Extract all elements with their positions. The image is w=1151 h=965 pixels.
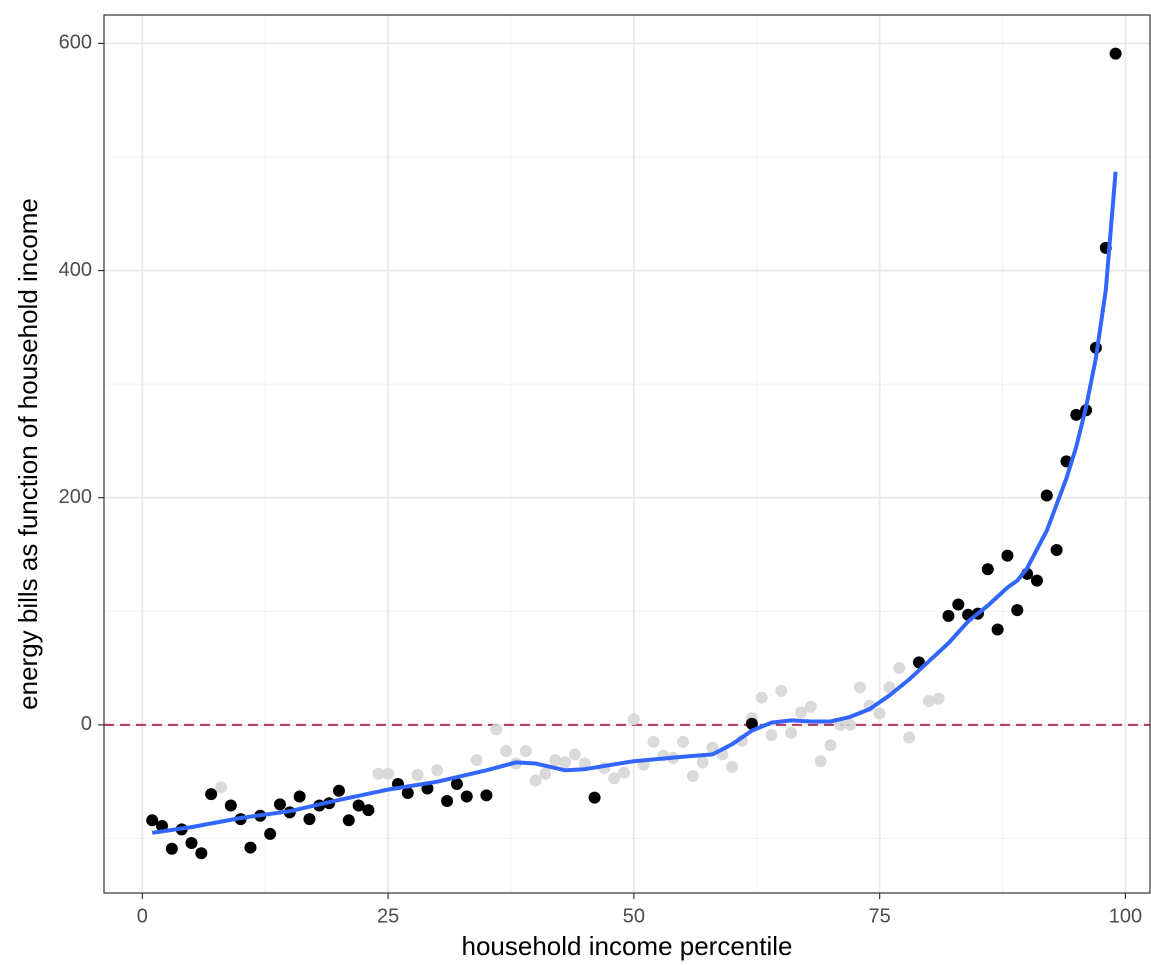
point [824,739,837,752]
point [431,764,444,777]
point [627,713,640,726]
panel-border [103,14,1151,894]
point [1070,408,1083,421]
point [588,791,601,804]
y-tick-label: 0 [81,713,92,735]
point [411,768,424,781]
point [893,662,906,675]
point [146,814,159,827]
x-tick-label: 50 [623,905,645,927]
point [618,766,631,779]
point [500,745,513,758]
panel [104,15,1150,893]
point [480,789,493,802]
point [844,718,857,731]
y-tick-label: 400 [59,259,92,281]
point [873,707,886,720]
point [519,745,532,758]
point [362,804,375,817]
y-axis-title: energy bills as function of household in… [13,198,43,710]
x-tick-label: 25 [377,905,399,927]
point [814,755,827,768]
point [224,799,237,812]
point [559,756,572,769]
point [932,692,945,705]
y-tick-label: 600 [59,32,92,54]
point [352,799,365,812]
point [922,695,935,708]
point [686,770,699,783]
point [1109,47,1122,60]
point [470,754,483,767]
point [785,726,798,739]
point [568,748,581,761]
x-tick-label: 0 [137,905,148,927]
point [696,756,709,769]
point [608,772,621,785]
point [1040,489,1053,502]
point [529,774,542,787]
point [549,754,562,767]
point [726,760,739,773]
point [205,788,218,801]
point [195,847,208,860]
point [214,781,227,794]
point [765,729,778,742]
point [942,609,955,622]
point [401,787,414,800]
point [490,723,503,736]
point [1030,574,1043,587]
y-tick-label: 200 [59,486,92,508]
point [441,794,454,807]
point [853,681,866,694]
point [185,837,198,850]
point [991,623,1004,636]
point [578,757,591,770]
point [804,700,817,713]
point [1050,543,1063,556]
point [303,813,316,826]
point [745,717,758,730]
point [755,691,768,704]
point [450,777,463,790]
point [795,706,808,719]
point [539,767,552,780]
point [165,842,178,855]
point [1001,549,1014,562]
point [332,784,345,797]
point [775,684,788,697]
point [372,767,385,780]
point [293,790,306,803]
point [1011,604,1024,617]
x-tick-label: 75 [869,905,891,927]
point [273,798,286,811]
point [903,731,916,744]
point [677,735,690,748]
point [981,563,994,576]
point [460,790,473,803]
point [382,767,395,780]
smooth-line [151,171,1118,835]
point [647,735,660,748]
point [264,827,277,840]
point [342,814,355,827]
point [952,598,965,611]
x-axis-title: household income percentile [462,931,793,961]
x-tick-label: 100 [1109,905,1142,927]
point [244,841,257,854]
